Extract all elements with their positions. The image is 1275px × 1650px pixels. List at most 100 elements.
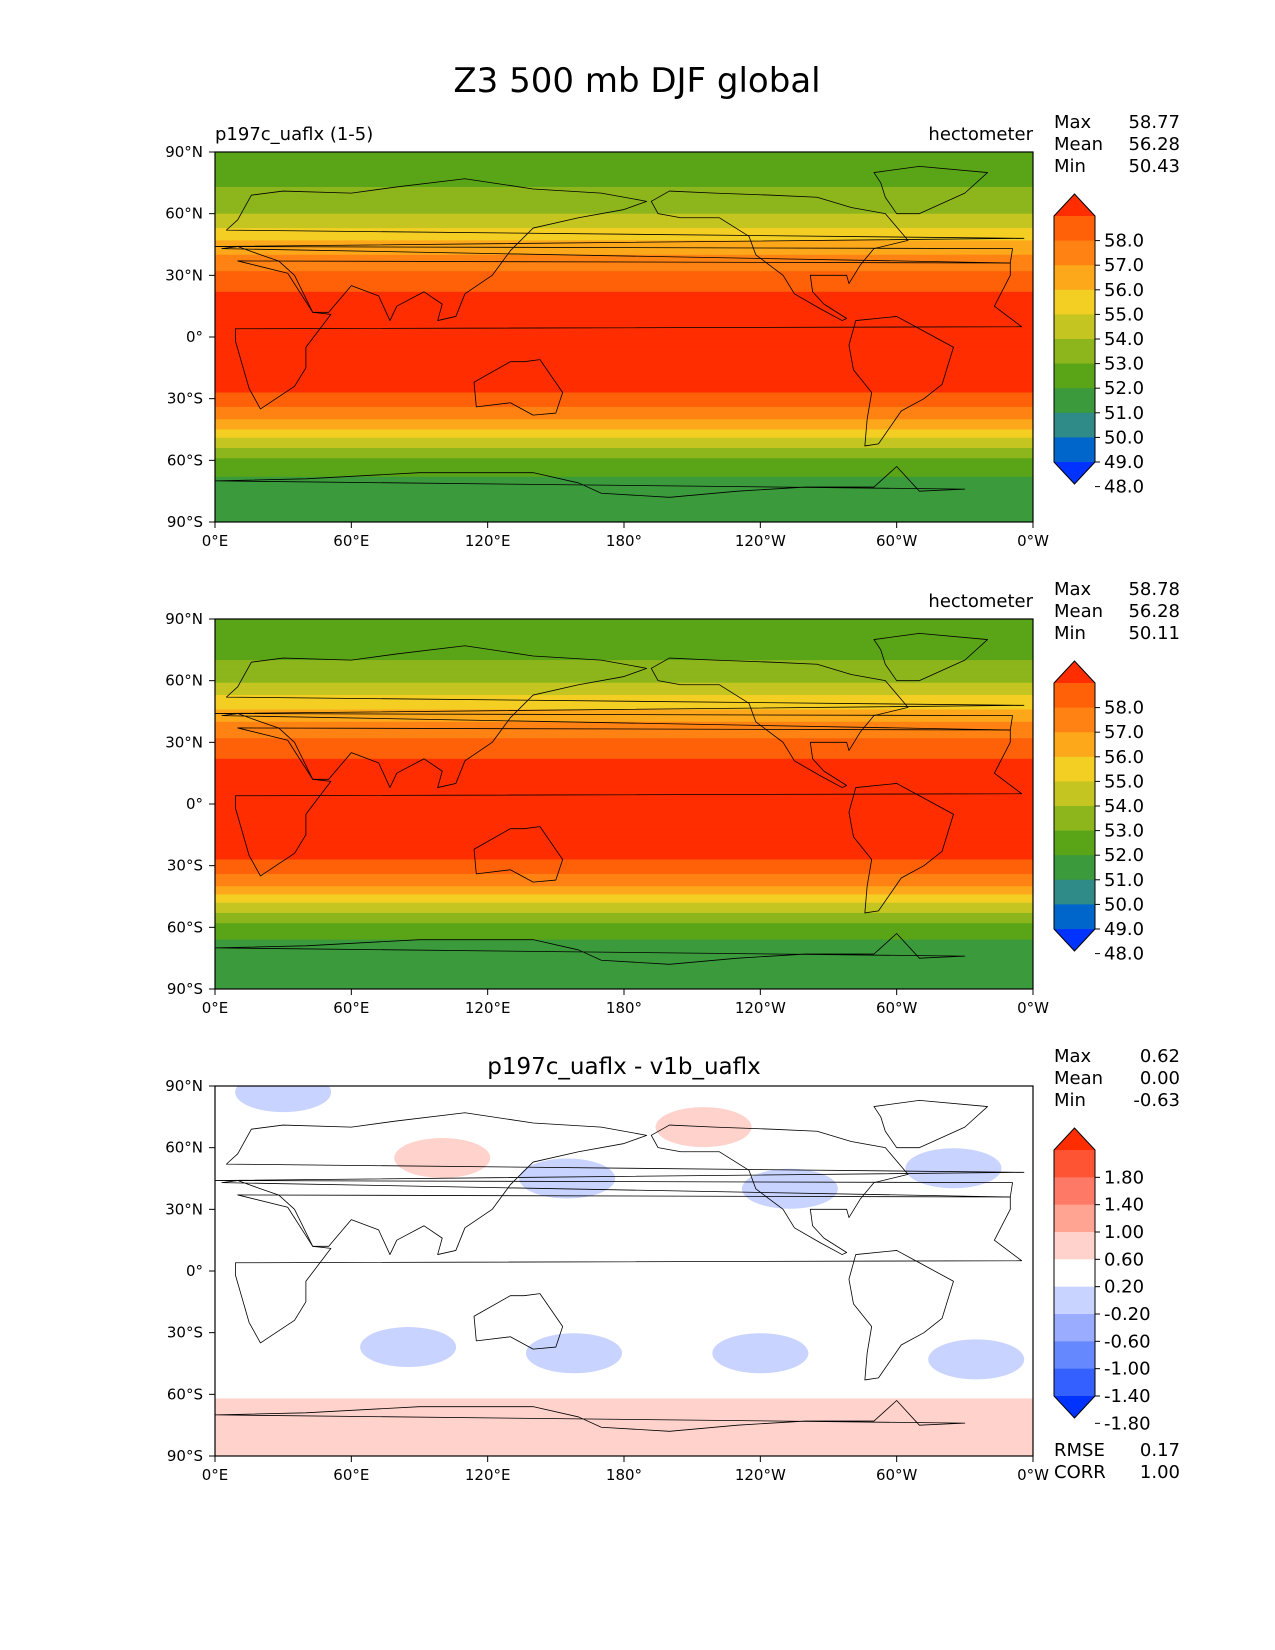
contour-band: [215, 501, 1033, 505]
stats-block: Max 58.77 Mean 56.28 Min 50.43: [1054, 112, 1180, 177]
contour-band: [215, 845, 1033, 848]
coastline: [215, 1112, 1025, 1255]
x-tick-label: 60°E: [333, 532, 369, 550]
contour-band: [215, 406, 1033, 410]
contour-band: [215, 156, 1033, 159]
y-tick-label: 60°S: [167, 451, 203, 469]
contour-band: [215, 345, 1033, 348]
contour-band: [215, 421, 1033, 424]
coastline: [848, 1250, 954, 1381]
contour-band: [215, 289, 1033, 293]
colorbar-segment: [1054, 240, 1095, 266]
contour-band: [215, 853, 1033, 856]
contour-band: [215, 468, 1033, 472]
contour-band: [215, 623, 1033, 626]
contour-band: [215, 263, 1033, 266]
anomaly-blob: [519, 1158, 616, 1199]
contour-band: [215, 711, 1033, 715]
contour-band: [215, 875, 1033, 879]
contour-band: [215, 680, 1033, 684]
contour-band: [215, 462, 1033, 466]
contour-band: [215, 238, 1033, 241]
contour-band: [215, 986, 1033, 989]
contour-band: [215, 244, 1033, 248]
contour-band: [215, 695, 1033, 698]
contour-band: [215, 621, 1033, 624]
contour-band: [215, 215, 1033, 219]
y-tick-label: 30°N: [165, 733, 203, 751]
contour-band: [215, 707, 1033, 711]
contour-band: [215, 361, 1033, 365]
contour-band: [215, 945, 1033, 949]
contour-band: [215, 184, 1033, 188]
contour-band: [215, 189, 1033, 192]
colorbar-tick-label: 1.00: [1104, 1222, 1144, 1243]
contour-band: [215, 154, 1033, 157]
contour-band: [215, 925, 1033, 928]
colorbar-tick-label: 58.0: [1104, 698, 1144, 719]
contour-band: [215, 242, 1033, 246]
y-tick-label: 90°S: [167, 1447, 203, 1465]
contour-band: [215, 328, 1033, 332]
contour-band: [215, 880, 1033, 883]
anomaly-blob: [928, 1339, 1025, 1380]
contour-band: [215, 316, 1033, 320]
contour-band: [215, 269, 1033, 272]
contour-band: [215, 836, 1033, 840]
contour-band: [215, 619, 1033, 622]
x-tick-label: 0°E: [202, 1466, 229, 1484]
colorbar-segment: [1054, 781, 1095, 807]
contour-band: [215, 631, 1033, 634]
contour-band: [215, 174, 1033, 178]
contour-band: [215, 283, 1033, 287]
x-tick-label: 120°E: [465, 532, 511, 550]
contour-band: [215, 919, 1033, 922]
colorbar-tick-label: -1.00: [1104, 1359, 1151, 1380]
contour-band: [215, 756, 1033, 760]
contour-band: [215, 962, 1033, 965]
contour-band: [215, 974, 1033, 978]
colorbar-segment: [1054, 265, 1095, 291]
colorbar-tick-label: 53.0: [1104, 354, 1144, 375]
contour-band: [215, 886, 1033, 889]
coastline: [650, 190, 909, 321]
colorbar-tick-label: 57.0: [1104, 722, 1144, 743]
contour-band: [215, 660, 1033, 663]
contour-band: [215, 267, 1033, 270]
contour-band: [215, 906, 1033, 910]
coastline: [650, 657, 909, 788]
contour-band: [215, 359, 1033, 363]
contour-band: [215, 898, 1033, 902]
contour-band: [215, 470, 1033, 474]
contour-band: [215, 933, 1033, 937]
stat-label: Mean: [1054, 601, 1103, 622]
colorbar-segment: [1054, 437, 1095, 463]
y-tick-label: 60°S: [167, 1385, 203, 1403]
contour-band: [215, 219, 1033, 223]
colorbar-tick-label: 0.60: [1104, 1249, 1144, 1270]
contour-band: [215, 226, 1033, 229]
contour-band: [215, 191, 1033, 194]
colorbar-segment: [1054, 904, 1095, 930]
contour-band: [215, 871, 1033, 875]
colorbar-tick-label: -0.20: [1104, 1304, 1151, 1325]
contour-band: [215, 195, 1033, 198]
colorbar-tick-label: 1.40: [1104, 1195, 1144, 1216]
map-panel-3: 0°E 60°E 120°E 180° 120°W 60°W 0°W 90°N 60°N 30°N…: [165, 1054, 1049, 1484]
colorbar-tick-label: -0.60: [1104, 1331, 1151, 1352]
contour-band: [215, 394, 1033, 398]
anomaly-blob: [360, 1327, 457, 1368]
contour-band: [215, 828, 1033, 832]
contour-band: [215, 915, 1033, 918]
contour-band: [215, 152, 1033, 155]
coastline: [848, 783, 954, 914]
contour-band: [215, 201, 1033, 204]
y-tick-label: 60°N: [165, 1139, 203, 1157]
contour-band: [215, 437, 1033, 441]
contour-band: [215, 398, 1033, 402]
contour-band: [215, 900, 1033, 904]
contour-band: [215, 472, 1033, 476]
contour-band: [215, 647, 1033, 651]
anomaly-blob: [905, 1148, 1002, 1189]
contour-band: [215, 939, 1033, 943]
